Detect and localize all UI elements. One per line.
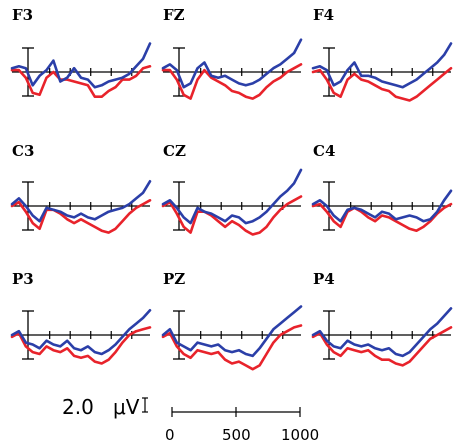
panel-label-cz: CZ xyxy=(163,142,186,160)
scale-amplitude-unit: μV xyxy=(113,395,140,419)
panel-f4: F4 xyxy=(311,6,453,102)
panel-pz: PZ xyxy=(161,270,303,371)
waveform-blue-c4 xyxy=(311,189,453,223)
waveform-red-c4 xyxy=(311,202,453,232)
waveform-blue-p3 xyxy=(10,309,152,356)
waveform-blue-f4 xyxy=(311,42,453,89)
waveform-red-cz xyxy=(161,195,303,236)
waveform-red-p4 xyxy=(311,326,453,367)
panel-f3: F3 xyxy=(10,6,152,98)
panel-cz: CZ xyxy=(161,142,303,236)
scale-time-tick-500: 500 xyxy=(222,426,251,443)
scale-amplitude-value: 2.0 xyxy=(62,395,94,419)
panel-label-c4: C4 xyxy=(313,142,335,160)
panel-fz: FZ xyxy=(161,6,303,100)
panel-p3: P3 xyxy=(10,270,152,365)
waveform-blue-fz xyxy=(161,38,303,89)
waveform-red-f4 xyxy=(311,66,453,102)
panel-c4: C4 xyxy=(311,142,453,232)
scale-time-tick-0: 0 xyxy=(165,426,175,443)
waveform-red-f3 xyxy=(10,65,152,98)
panel-label-f3: F3 xyxy=(12,6,33,24)
panel-label-pz: PZ xyxy=(163,270,185,288)
panel-label-f4: F4 xyxy=(313,6,334,24)
scale-time-tick-1000: 1000 xyxy=(281,426,319,443)
waveform-blue-f3 xyxy=(10,42,152,89)
panel-p4: P4 xyxy=(311,270,453,367)
waveform-blue-c3 xyxy=(10,180,152,223)
waveform-red-c3 xyxy=(10,199,152,234)
waveform-red-p3 xyxy=(10,326,152,365)
panel-label-c3: C3 xyxy=(12,142,34,160)
waveform-red-fz xyxy=(161,63,303,100)
waveform-blue-pz xyxy=(161,305,303,358)
erp-panels: F3 FZ F4 C3 CZ C4 P3 PZ P4 xyxy=(10,6,453,371)
waveform-blue-p4 xyxy=(311,307,453,358)
waveform-blue-cz xyxy=(161,168,303,225)
panel-label-fz: FZ xyxy=(163,6,185,24)
panel-c3: C3 xyxy=(10,142,152,234)
waveform-red-pz xyxy=(161,324,303,371)
panel-label-p4: P4 xyxy=(313,270,335,288)
scale-legend: 2.0 μV 0 500 1000 xyxy=(62,395,319,443)
panel-label-p3: P3 xyxy=(12,270,34,288)
